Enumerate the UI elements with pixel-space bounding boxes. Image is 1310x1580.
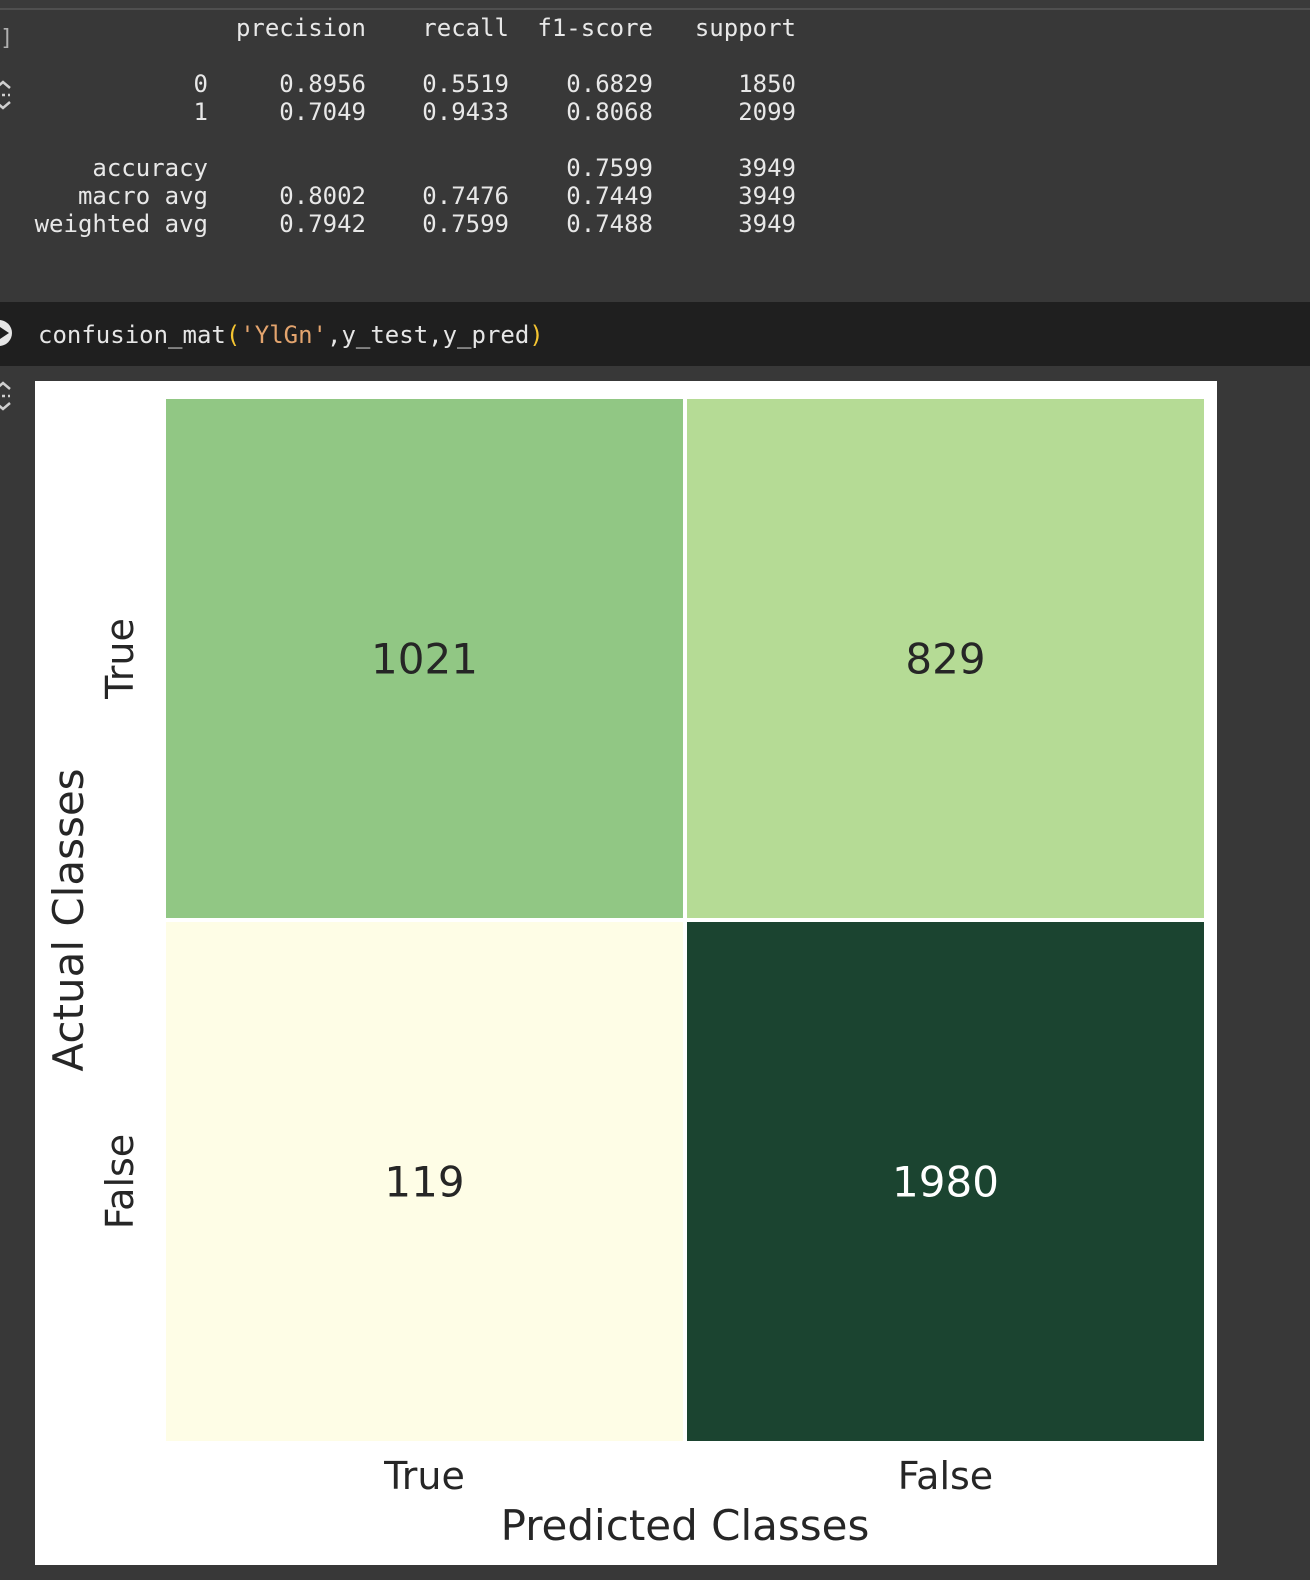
row-label: accuracy (92, 154, 208, 182)
code-args: ,y_test,y_pred (327, 321, 530, 349)
precision-value: 0.8002 (279, 182, 366, 210)
code-function-name: confusion_mat (38, 321, 226, 349)
x-tick-label: True (383, 1454, 465, 1498)
row-label: weighted avg (34, 210, 208, 238)
recall-value: 0.5519 (422, 70, 509, 98)
classification-report: precision recall f1-score support 0 0.89… (0, 0, 1310, 302)
support-value: 3949 (738, 182, 796, 210)
row-label: macro avg (77, 182, 208, 210)
f1-value: 0.7599 (566, 154, 653, 182)
code-string-arg: 'YlGn' (240, 321, 327, 349)
support-value: 2099 (738, 98, 796, 126)
code-open-paren: ( (225, 321, 241, 349)
y-tick-label: False (98, 1134, 142, 1229)
header-f1-score: f1-score (537, 14, 653, 42)
output-collapse-icon[interactable] (0, 80, 12, 110)
cell-value-label: 829 (905, 635, 985, 684)
heatmap-cell-r0-c0 (166, 399, 683, 918)
row-label: 1 (193, 98, 208, 126)
header-recall: recall (422, 14, 509, 42)
code-editor-line[interactable]: confusion_mat('YlGn',y_test,y_pred) (38, 320, 544, 350)
x-tick-label: False (898, 1454, 993, 1498)
execution-count-bracket: ] (0, 26, 14, 51)
support-value: 3949 (738, 210, 796, 238)
code-cell[interactable]: confusion_mat('YlGn',y_test,y_pred) (0, 302, 1310, 366)
confusion-matrix-heatmap: 1021 829 119 1980 True False True False Predicte… (44, 399, 1204, 1550)
recall-value: 0.9433 (422, 98, 509, 126)
cell-value-label: 1980 (892, 1158, 999, 1207)
cell-value-label: 119 (384, 1158, 464, 1207)
confusion-matrix-figure: 1021 829 119 1980 True False True False Predicte… (35, 381, 1217, 1565)
y-axis-label: Actual Classes (44, 768, 93, 1071)
f1-value: 0.8068 (566, 98, 653, 126)
row-label: 0 (193, 70, 208, 98)
precision-value: 0.8956 (279, 70, 366, 98)
recall-value: 0.7599 (422, 210, 509, 238)
y-tick-label: True (98, 618, 142, 700)
code-close-paren: ) (529, 321, 544, 349)
f1-value: 0.6829 (566, 70, 653, 98)
support-value: 1850 (738, 70, 796, 98)
heatmap-cell-r1-c0 (166, 922, 683, 1441)
header-support: support (694, 14, 796, 42)
f1-value: 0.7449 (566, 182, 653, 210)
support-value: 3949 (738, 154, 796, 182)
output-collapse-icon[interactable] (0, 381, 12, 411)
precision-value: 0.7049 (279, 98, 366, 126)
cell-top-border (0, 0, 1310, 10)
run-cell-button[interactable] (0, 320, 12, 346)
f1-value: 0.7488 (566, 210, 653, 238)
heatmap-cell-r1-c1 (687, 922, 1204, 1441)
recall-value: 0.7476 (422, 182, 509, 210)
heatmap-cell-r0-c1 (687, 399, 1204, 918)
cell-value-label: 1021 (371, 635, 478, 684)
x-axis-label: Predicted Classes (501, 1501, 870, 1550)
precision-value: 0.7942 (279, 210, 366, 238)
header-precision: precision (235, 14, 366, 42)
